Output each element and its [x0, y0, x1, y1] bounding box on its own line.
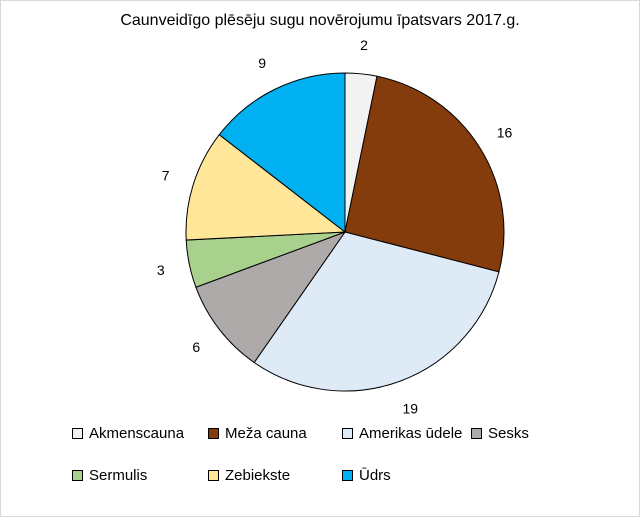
- pie-slice-zebiekste: [185, 133, 347, 241]
- chart-title: Caunveidīgo plēsēju sugu novērojumu īpat…: [120, 12, 520, 29]
- pie-slice-meza-cauna: [344, 75, 505, 273]
- data-label-udrs: 9: [258, 55, 266, 71]
- data-label-akmenscauna: 2: [360, 37, 368, 53]
- pie-slice-udrs: [218, 72, 346, 234]
- data-label-amerikas-udele: 19: [403, 400, 419, 416]
- data-label-zebiekste: 7: [162, 168, 170, 184]
- pie-slice-sesks: [195, 230, 347, 364]
- data-label-sermulis: 3: [157, 262, 165, 278]
- pie-slice-amerikas-udele: [253, 231, 500, 392]
- data-label-sesks: 6: [192, 339, 200, 355]
- data-label-meza-cauna: 16: [497, 125, 513, 141]
